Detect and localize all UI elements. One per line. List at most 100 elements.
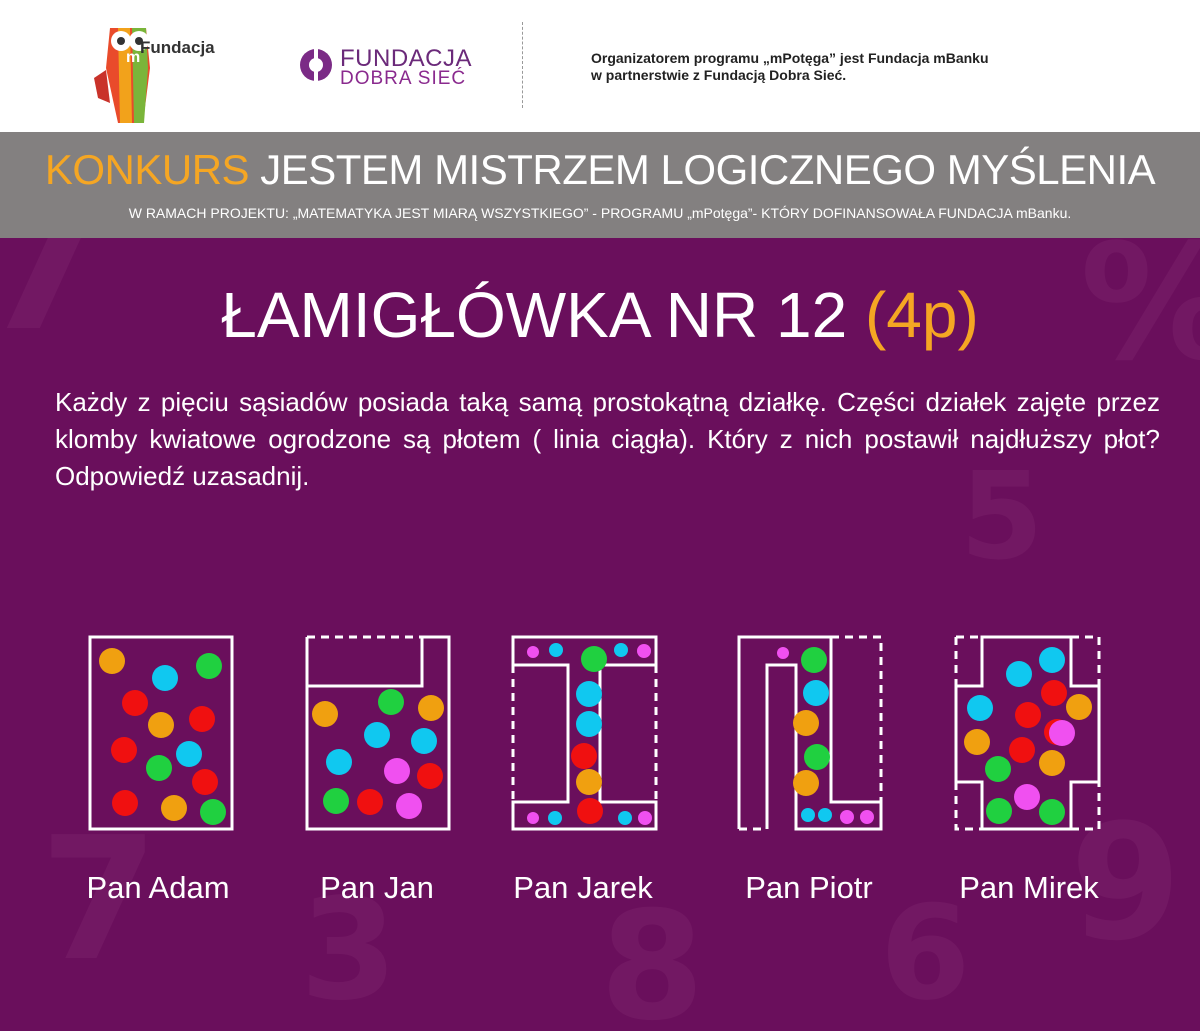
dobra-siec-line1: FUNDACJA [340,45,473,72]
flower-dot [417,763,443,789]
flower-dot [411,728,437,754]
svg-text:5: 5 [960,448,1044,587]
flower-dot [986,798,1012,824]
flower-dot [152,665,178,691]
flower-dot [577,798,603,824]
flower-dot [146,755,172,781]
puzzle-question: Każdy z pięciu sąsiadów posiada taką sam… [55,387,1160,491]
plot-label-jarek: Pan Jarek [513,870,653,905]
contest-title-highlight: KONKURS [44,146,250,193]
flower-dot [581,646,607,672]
plot-adam-fence [88,635,234,831]
plot-label-mirek: Pan Mirek [959,870,1099,905]
flower-dot [99,648,125,674]
background-pattern: 7 % 7 3 8 6 9 5 [0,238,1200,1031]
flower-dot [985,756,1011,782]
flower-dot [638,811,652,825]
svg-text:6: 6 [880,877,970,1029]
plot-label-piotr: Pan Piotr [745,870,873,905]
flower-dot [111,737,137,763]
flower-dot [803,680,829,706]
plot-jan [305,635,451,831]
flower-dot [384,758,410,784]
flower-dot [122,690,148,716]
puzzle-title-text: ŁAMIGŁÓWKA NR 12 [221,279,865,351]
svg-text:7: 7 [40,801,158,999]
organizer-text: Organizatorem programu „mPotęga” jest Fu… [591,50,989,84]
svg-text:m: m [126,49,140,66]
flower-dot [967,695,993,721]
plots-diagram [88,635,1101,831]
flower-dot [576,711,602,737]
flower-dot [548,811,562,825]
svg-text:%: % [1080,238,1200,396]
flower-dot [418,695,444,721]
flower-dot [357,789,383,815]
flower-dot [1049,720,1075,746]
flower-dot [527,646,539,658]
flower-dot [323,788,349,814]
flower-dot [396,793,422,819]
flower-dot [777,647,789,659]
flower-dot [161,795,187,821]
flower-dot [192,769,218,795]
flower-dot [1039,647,1065,673]
flower-dot [549,643,563,657]
flower-dot [189,706,215,732]
flower-dot [312,701,338,727]
plot-mirek [954,635,1101,831]
flower-dots [99,643,1092,825]
flower-dot [576,769,602,795]
flower-dot [614,643,628,657]
header-divider [522,22,523,108]
flower-dot [576,681,602,707]
dobra-siec-line2: DOBRA SIEĆ [340,68,467,89]
header [0,0,1200,132]
flower-dot [1014,784,1040,810]
flower-dot [1006,661,1032,687]
flower-dot [112,790,138,816]
plot-jarek [511,635,658,831]
flower-dot [860,810,874,824]
flower-dot [618,811,632,825]
organizer-line-2: w partnerstwie z Fundacją Dobra Sieć. [591,67,847,83]
organizer-line-1: Organizatorem programu „mPotęga” jest Fu… [591,50,989,66]
flower-dot [1066,694,1092,720]
dobra-siec-logo: FUNDACJA DOBRA SIEĆ [298,45,472,95]
flower-dot [1039,750,1065,776]
flower-dot [801,808,815,822]
dobra-siec-logo-icon [300,49,332,81]
flower-dot [1015,702,1041,728]
contest-title: KONKURS JESTEM MISTRZEM LOGICZNEGO MYŚLE… [0,146,1200,194]
plot-piotr [737,635,883,831]
owl-logo-icon: m [94,28,150,123]
contest-title-rest: JESTEM MISTRZEM LOGICZNEGO MYŚLENIA [249,146,1156,193]
contest-banner [0,132,1200,238]
svg-text:9: 9 [1070,789,1181,976]
puzzle-title: ŁAMIGŁÓWKA NR 12 (4p) [0,278,1200,352]
plot-label-jan: Pan Jan [320,870,434,905]
flower-dot [818,808,832,822]
flower-dot [364,722,390,748]
flower-dot [527,812,539,824]
flower-dot [1009,737,1035,763]
flower-dot [148,712,174,738]
flower-dot [1041,680,1067,706]
flower-dot [571,743,597,769]
flower-dot [793,770,819,796]
flower-dot [801,647,827,673]
svg-text:7: 7 [0,238,105,371]
flower-dot [840,810,854,824]
mfundacja-logo-text: Fundacja [140,38,215,57]
flower-dot [200,799,226,825]
flower-dot [1039,799,1065,825]
flower-dot [793,710,819,736]
puzzle-points: (4p) [864,279,979,351]
flower-dot [964,729,990,755]
plot-label-adam: Pan Adam [86,870,230,905]
flower-dot [637,644,651,658]
svg-text:8: 8 [600,880,704,1031]
flower-dot [378,689,404,715]
svg-text:3: 3 [300,869,397,1031]
flower-dot [196,653,222,679]
